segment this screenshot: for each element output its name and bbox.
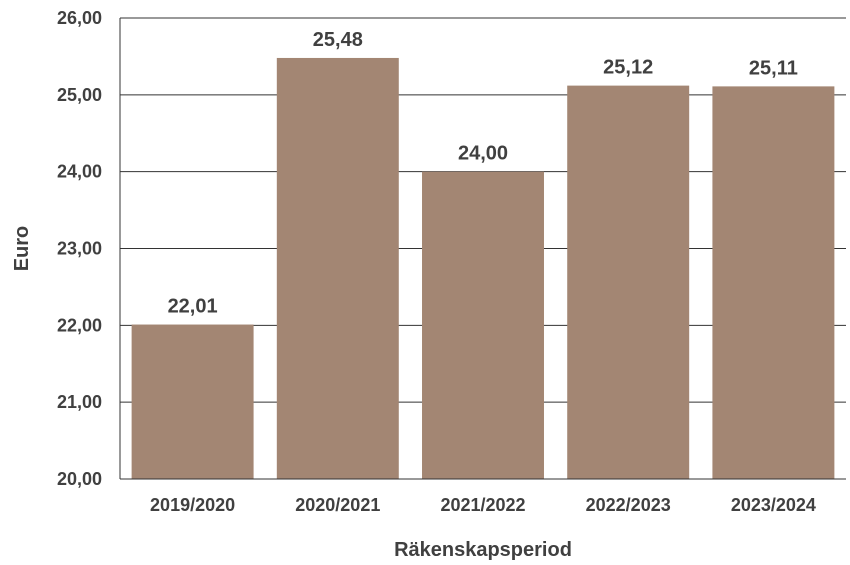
data-label: 25,48 [313, 29, 363, 51]
bar [131, 324, 254, 479]
y-tick-label: 20,00 [57, 469, 102, 489]
y-tick-label: 25,00 [57, 85, 102, 105]
bar [567, 85, 690, 479]
y-axis-title: Euro [11, 226, 33, 272]
bar [422, 171, 544, 479]
y-tick-label: 23,00 [57, 239, 102, 259]
x-tick-label: 2021/2022 [440, 495, 525, 515]
x-tick-label: 2019/2020 [150, 495, 235, 515]
x-tick-labels: 2019/2020 2020/2021 2021/2022 2022/2023 2023… [150, 495, 816, 515]
data-label: 25,12 [603, 57, 653, 79]
data-labels: 22,01 25,48 24,00 25,12 25,11 [168, 29, 798, 318]
axes [119, 18, 846, 480]
y-tick-label: 26,00 [57, 8, 102, 28]
x-tick-label: 2020/2021 [295, 495, 380, 515]
data-label: 22,01 [168, 296, 218, 318]
bars [131, 57, 835, 480]
data-label: 24,00 [458, 143, 508, 165]
y-tick-label: 21,00 [57, 392, 102, 412]
data-label: 25,11 [749, 57, 798, 79]
x-axis-title: Räkenskapsperiod [394, 539, 572, 561]
bar [712, 86, 835, 480]
bar [276, 57, 399, 479]
x-tick-label: 2022/2023 [586, 495, 671, 515]
y-tick-labels: 20,00 21,00 22,00 23,00 24,00 25,00 26,00 [57, 8, 102, 489]
y-tick-label: 24,00 [57, 162, 102, 182]
y-tick-label: 22,00 [57, 315, 102, 335]
x-tick-label: 2023/2024 [731, 495, 816, 515]
